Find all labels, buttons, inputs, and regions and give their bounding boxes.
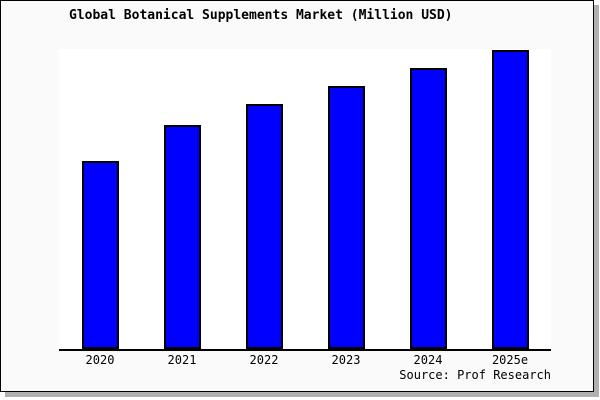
bar-2024	[409, 68, 447, 349]
chart-title: Global Botanical Supplements Market (Mil…	[69, 8, 453, 23]
x-tick-label-2025e: 2025e	[491, 353, 529, 367]
bar-slot-2022	[223, 49, 305, 349]
chart-card: Global Botanical Supplements Market (Mil…	[0, 0, 594, 392]
x-tick-label-2024: 2024	[413, 353, 443, 367]
bar-2023	[327, 86, 365, 349]
bar-slot-2025e	[469, 49, 551, 349]
x-tick-label-2023: 2023	[331, 353, 361, 367]
bars-container	[59, 49, 551, 349]
bar-slot-2023	[305, 49, 387, 349]
x-tick-label-2021: 2021	[167, 353, 197, 367]
bar-slot-2020	[59, 49, 141, 349]
bar-2021	[163, 125, 201, 349]
bar-2025e	[491, 50, 529, 349]
plot-area	[59, 49, 551, 351]
bar-slot-2021	[141, 49, 223, 349]
bar-2020	[81, 161, 119, 349]
x-tick-label-2020: 2020	[85, 353, 115, 367]
bar-2022	[245, 104, 283, 349]
bar-slot-2024	[387, 49, 469, 349]
x-tick-label-2022: 2022	[249, 353, 279, 367]
source-note: Source: Prof Research	[399, 368, 551, 382]
x-axis-labels: 2020 2021 2022 2023 2024 2025e	[59, 353, 551, 367]
